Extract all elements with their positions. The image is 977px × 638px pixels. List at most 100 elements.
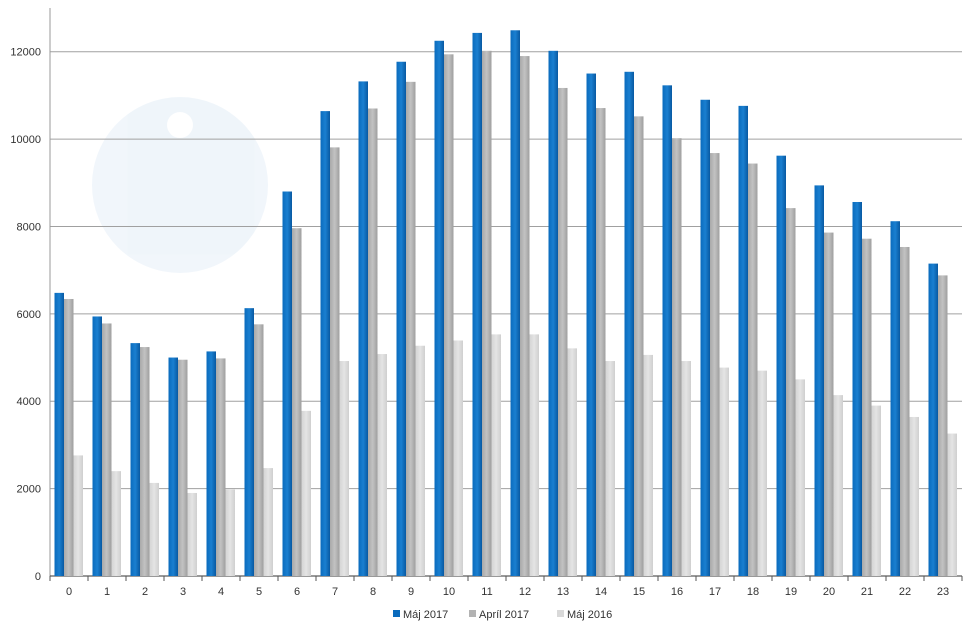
bar-máj-2017-11[interactable] bbox=[472, 32, 483, 577]
bar-apríl-2017-18[interactable] bbox=[748, 163, 758, 576]
bar-máj-2017-5[interactable] bbox=[244, 308, 255, 576]
legend: Máj 2017 Apríl 2017 Máj 2016 bbox=[393, 609, 612, 621]
bar-apríl-2017-11[interactable] bbox=[482, 50, 492, 576]
legend-swatch bbox=[557, 610, 564, 617]
bar-máj-2016-2[interactable] bbox=[149, 482, 160, 576]
legend-label[interactable]: Máj 2017 bbox=[403, 609, 448, 621]
bar-máj-2017-8[interactable] bbox=[358, 81, 369, 576]
x-tick-label: 5 bbox=[256, 586, 262, 598]
bar-apríl-2017-12[interactable] bbox=[520, 56, 530, 577]
bar-apríl-2017-7[interactable] bbox=[330, 147, 340, 576]
bar-apríl-2017-3[interactable] bbox=[178, 359, 188, 576]
bar-apríl-2017-13[interactable] bbox=[558, 87, 568, 577]
bar-apríl-2017-14[interactable] bbox=[596, 108, 606, 576]
bar-apríl-2017-0[interactable] bbox=[64, 298, 74, 576]
bar-apríl-2017-5[interactable] bbox=[254, 324, 264, 576]
bar-máj-2016-22[interactable] bbox=[909, 416, 920, 576]
bar-apríl-2017-1[interactable] bbox=[102, 323, 112, 576]
bar-máj-2016-18[interactable] bbox=[757, 370, 768, 576]
bar-apríl-2017-22[interactable] bbox=[900, 246, 910, 576]
bar-máj-2016-9[interactable] bbox=[415, 345, 426, 576]
bar-máj-2017-15[interactable] bbox=[624, 71, 635, 576]
bar-apríl-2017-15[interactable] bbox=[634, 116, 644, 576]
gridlines bbox=[50, 51, 962, 490]
bar-máj-2017-20[interactable] bbox=[814, 185, 825, 577]
bar-apríl-2017-6[interactable] bbox=[292, 228, 302, 576]
bar-apríl-2017-17[interactable] bbox=[710, 153, 720, 576]
watermark-logo bbox=[92, 97, 268, 273]
bar-apríl-2017-19[interactable] bbox=[786, 208, 796, 576]
bar-máj-2016-13[interactable] bbox=[567, 348, 578, 576]
y-tick-label: 12000 bbox=[10, 47, 41, 59]
bar-apríl-2017-10[interactable] bbox=[444, 54, 454, 577]
axes bbox=[49, 8, 963, 581]
bar-máj-2016-19[interactable] bbox=[795, 379, 806, 576]
x-tick-label: 11 bbox=[481, 586, 492, 598]
x-tick-label: 16 bbox=[671, 586, 683, 598]
legend-label[interactable]: Apríl 2017 bbox=[479, 609, 529, 621]
bar-máj-2017-22[interactable] bbox=[890, 221, 901, 577]
bar-máj-2017-17[interactable] bbox=[700, 99, 711, 576]
bar-máj-2016-8[interactable] bbox=[377, 354, 388, 576]
bar-máj-2016-20[interactable] bbox=[833, 395, 844, 576]
bar-máj-2017-0[interactable] bbox=[54, 292, 65, 576]
bar-apríl-2017-21[interactable] bbox=[862, 238, 872, 577]
bar-máj-2016-10[interactable] bbox=[453, 340, 464, 576]
bar-máj-2016-17[interactable] bbox=[719, 367, 730, 576]
bar-máj-2017-7[interactable] bbox=[320, 111, 331, 577]
x-tick-label: 6 bbox=[294, 586, 300, 598]
bar-máj-2017-16[interactable] bbox=[662, 85, 673, 576]
bar-máj-2016-5[interactable] bbox=[263, 468, 274, 576]
bar-máj-2016-7[interactable] bbox=[339, 361, 350, 576]
bar-máj-2017-3[interactable] bbox=[168, 357, 179, 576]
bar-máj-2016-11[interactable] bbox=[491, 334, 502, 576]
bar-máj-2017-6[interactable] bbox=[282, 191, 293, 576]
bar-máj-2017-2[interactable] bbox=[130, 343, 141, 576]
x-tick-label: 0 bbox=[66, 586, 72, 598]
bar-máj-2016-21[interactable] bbox=[871, 405, 882, 576]
bar-apríl-2017-9[interactable] bbox=[406, 81, 416, 576]
bar-máj-2016-12[interactable] bbox=[529, 334, 540, 576]
bar-apríl-2017-8[interactable] bbox=[368, 108, 378, 576]
bar-apríl-2017-4[interactable] bbox=[216, 358, 226, 576]
x-tick-label: 22 bbox=[899, 586, 911, 598]
x-tick-label: 13 bbox=[557, 586, 569, 598]
bar-máj-2017-18[interactable] bbox=[738, 105, 749, 577]
bar-máj-2016-14[interactable] bbox=[605, 361, 616, 576]
x-tick-label: 18 bbox=[747, 586, 759, 598]
bar-máj-2016-6[interactable] bbox=[301, 410, 312, 576]
x-tick-label: 2 bbox=[142, 586, 148, 598]
legend-swatch bbox=[393, 610, 400, 617]
bar-apríl-2017-2[interactable] bbox=[140, 347, 150, 576]
bar-máj-2016-15[interactable] bbox=[643, 354, 654, 576]
bar-máj-2016-4[interactable] bbox=[225, 489, 236, 576]
x-tick-label: 23 bbox=[937, 586, 949, 598]
bar-máj-2017-19[interactable] bbox=[776, 155, 787, 576]
bar-máj-2017-23[interactable] bbox=[928, 263, 939, 576]
x-tick-label: 20 bbox=[823, 586, 835, 598]
bar-apríl-2017-20[interactable] bbox=[824, 232, 834, 576]
x-tick-label: 19 bbox=[785, 586, 797, 598]
legend-label[interactable]: Máj 2016 bbox=[567, 609, 612, 621]
x-tick-label: 17 bbox=[709, 586, 721, 598]
x-tick-label: 4 bbox=[218, 586, 224, 598]
bar-máj-2016-16[interactable] bbox=[681, 361, 692, 576]
bar-máj-2016-0[interactable] bbox=[73, 455, 84, 576]
bar-apríl-2017-16[interactable] bbox=[672, 138, 682, 577]
bar-máj-2017-1[interactable] bbox=[92, 316, 103, 576]
bar-máj-2016-23[interactable] bbox=[947, 433, 958, 576]
x-tick-label: 8 bbox=[370, 586, 376, 598]
bar-máj-2017-4[interactable] bbox=[206, 351, 217, 576]
bar-máj-2016-1[interactable] bbox=[111, 471, 122, 576]
bar-máj-2017-10[interactable] bbox=[434, 40, 445, 577]
bar-máj-2017-9[interactable] bbox=[396, 61, 407, 577]
bar-máj-2017-14[interactable] bbox=[586, 73, 597, 577]
bar-apríl-2017-23[interactable] bbox=[938, 275, 948, 576]
x-tick-label: 9 bbox=[408, 586, 414, 598]
bar-máj-2017-12[interactable] bbox=[510, 30, 521, 576]
y-tick-label: 4000 bbox=[17, 396, 41, 408]
bar-máj-2016-3[interactable] bbox=[187, 492, 198, 576]
bar-máj-2017-21[interactable] bbox=[852, 201, 863, 577]
bar-máj-2017-13[interactable] bbox=[548, 50, 559, 576]
